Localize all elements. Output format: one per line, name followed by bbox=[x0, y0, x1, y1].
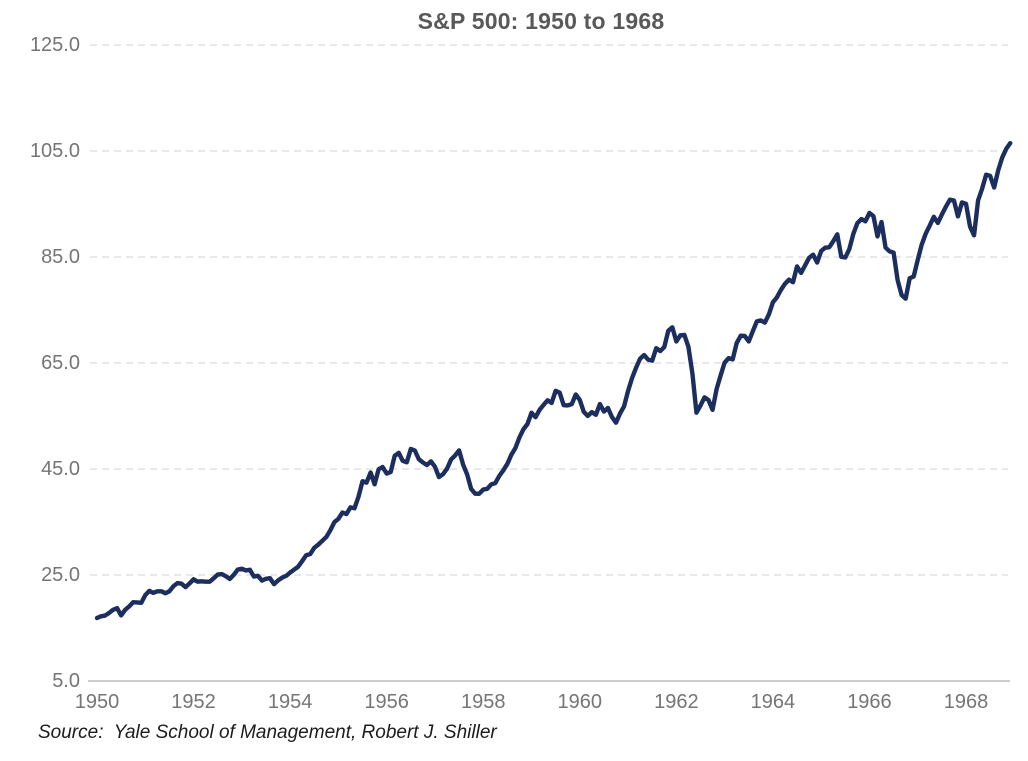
x-tick-label: 1962 bbox=[654, 691, 699, 713]
y-tick-label: 5.0 bbox=[52, 670, 80, 692]
x-tick-label: 1960 bbox=[557, 691, 603, 713]
y-tick-label: 65.0 bbox=[41, 352, 80, 374]
x-tick-label: 1954 bbox=[267, 691, 313, 713]
x-tick-label: 1966 bbox=[847, 691, 892, 713]
x-tick-label: 1950 bbox=[74, 691, 120, 713]
x-tick-label: 1968 bbox=[943, 691, 989, 713]
chart-title: S&P 500: 1950 to 1968 bbox=[417, 8, 665, 34]
source-note: Source: Yale School of Management, Rober… bbox=[38, 722, 497, 743]
price-line bbox=[94, 140, 1013, 621]
x-tick-label: 1952 bbox=[171, 691, 216, 713]
y-tick-label: 25.0 bbox=[41, 564, 80, 586]
x-tick-label: 1958 bbox=[460, 691, 506, 713]
y-tick-label: 45.0 bbox=[41, 458, 80, 480]
x-tick-label: 1956 bbox=[364, 691, 409, 713]
y-tick-label: 125.0 bbox=[29, 34, 80, 56]
y-tick-label: 105.0 bbox=[29, 140, 80, 162]
y-tick-label: 85.0 bbox=[41, 246, 80, 268]
x-tick-label: 1964 bbox=[750, 691, 796, 713]
